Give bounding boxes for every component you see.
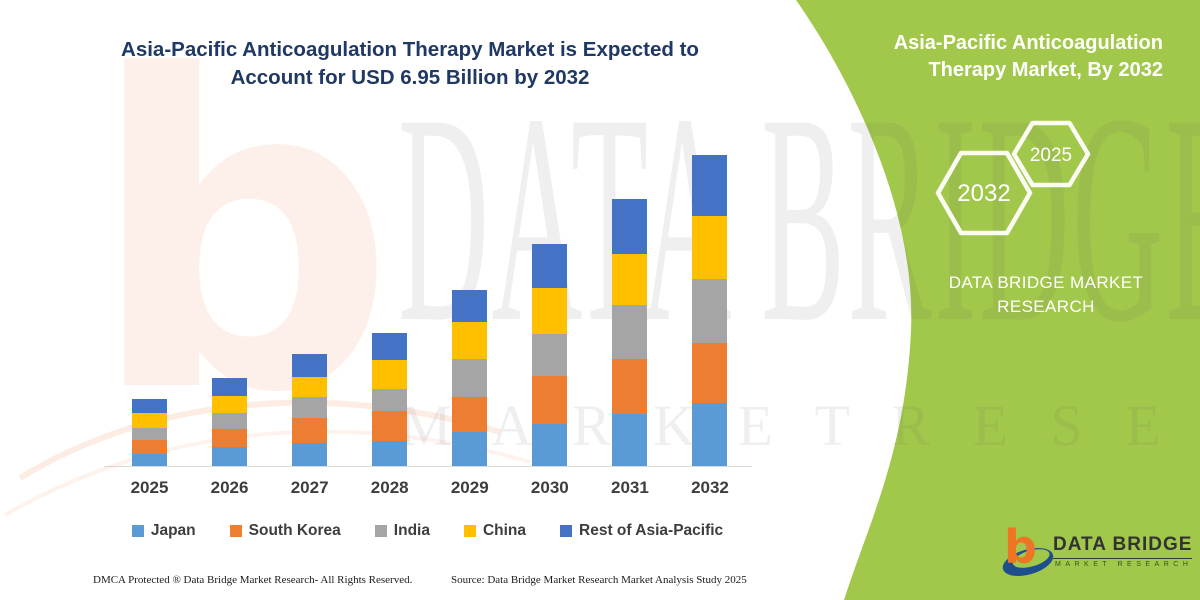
legend-swatch-icon-rest-of-asia-pacific [560,525,573,537]
bar-segment-south-korea-2025 [132,440,167,454]
bar-segment-japan-2031 [612,414,648,466]
hexagon-2032-icon [935,150,1033,236]
legend-item-china: China [463,522,527,540]
hexagon-badges: 2032 2025 [935,120,1091,236]
side-panel-title: Asia-Pacific Anticoagulation Therapy Mar… [843,30,1163,84]
databridge-logo: b DATA BRIDGE MARKET RESEARCH [998,520,1193,582]
bar-segment-south-korea-2026 [212,429,248,447]
bar-segment-south-korea-2029 [452,397,488,432]
bar-segment-south-korea-2027 [292,418,328,443]
side-panel-brand-line2: RESEARCH [997,297,1095,316]
bar-segment-china-2027 [292,377,328,397]
logo-brand-text: DATA BRIDGE [1053,534,1193,559]
bar-segment-rest-of-asia-pacific-2031 [612,199,648,254]
bar-segment-japan-2030 [532,424,568,466]
logo-sub-text: MARKET RESEARCH [1055,561,1193,568]
legend-label-rest-of-asia-pacific: Rest of Asia-Pacific [579,522,724,539]
side-panel-brand: DATA BRIDGE MARKET RESEARCH [938,271,1154,319]
stacked-bar-2029 [452,290,488,466]
bar-segment-india-2026 [212,413,248,429]
legend: Japan South Korea India China Rest of Asia-P… [95,522,760,540]
side-panel-title-line1: Asia-Pacific Anticoagulation [893,32,1163,54]
bar-segment-china-2031 [612,254,648,305]
bar-segment-japan-2026 [212,447,248,466]
stacked-bar-2031 [612,199,648,466]
bar-segment-south-korea-2032 [692,343,728,403]
legend-item-japan: Japan [131,522,196,540]
bar-segment-rest-of-asia-pacific-2029 [452,290,488,322]
bar-segment-rest-of-asia-pacific-2026 [212,378,248,396]
databridge-logo-icon: b [1002,520,1054,576]
bar-segment-rest-of-asia-pacific-2028 [372,333,408,360]
x-axis-label-2027: 2027 [290,478,329,497]
bar-segment-china-2030 [532,288,568,334]
bar-segment-china-2028 [372,360,408,389]
footer-copyright: DMCA Protected ® Data Bridge Market Rese… [93,574,413,586]
bar-segment-japan-2032 [692,403,728,466]
stacked-bar-2027 [292,354,328,466]
bar-segment-rest-of-asia-pacific-2027 [292,354,328,377]
bar-segment-japan-2029 [452,432,488,466]
legend-item-rest-of-asia-pacific: Rest of Asia-Pacific [560,522,723,540]
stacked-bar-2030 [532,244,568,466]
hexagon-2025-icon [1011,120,1091,188]
side-panel-brand-line1: DATA BRIDGE MARKET [948,273,1144,292]
chart-title-line1: Asia-Pacific Anticoagulation Therapy Mar… [121,38,699,61]
x-axis-line [104,466,752,467]
bar-segment-japan-2025 [132,454,167,466]
legend-label-japan: Japan [150,522,196,539]
bar-segment-rest-of-asia-pacific-2030 [532,244,568,288]
chart-title: Asia-Pacific Anticoagulation Therapy Mar… [95,36,725,92]
bar-segment-india-2027 [292,397,328,418]
bar-segment-china-2029 [452,322,488,359]
x-axis-label-2031: 2031 [610,478,649,497]
hexagon-2025-label: 2025 [1030,145,1072,166]
legend-swatch-icon-india [374,525,387,537]
hexagon-2032-label: 2032 [957,180,1010,207]
legend-item-india: India [374,522,430,540]
bar-segment-india-2032 [692,279,728,343]
side-panel-title-line2: Therapy Market, By 2032 [928,59,1163,81]
bar-segment-india-2029 [452,359,488,397]
stacked-bar-2026 [212,378,248,466]
legend-label-china: China [482,522,527,539]
x-axis-label-2030: 2030 [530,478,569,497]
bar-segment-india-2028 [372,389,408,411]
stacked-bar-2028 [372,333,408,466]
bar-segment-china-2026 [212,396,248,413]
stacked-bar-2025 [132,399,167,466]
x-axis-label-2026: 2026 [210,478,249,497]
legend-label-south-korea: South Korea [248,522,341,539]
bar-segment-india-2031 [612,305,648,359]
green-panel-shape [796,0,1200,600]
bar-segment-india-2025 [132,428,167,440]
x-axis-label-2028: 2028 [370,478,409,497]
bar-segment-rest-of-asia-pacific-2032 [692,155,728,216]
x-axis-label-2032: 2032 [691,478,729,497]
bar-segment-china-2025 [132,413,167,428]
legend-swatch-icon-japan [131,525,144,537]
chart-title-line2: Account for USD 6.95 Billion by 2032 [230,66,590,89]
bar-segment-south-korea-2031 [612,359,648,414]
x-axis-label-2029: 2029 [450,478,489,497]
bar-segment-japan-2028 [372,441,408,466]
legend-swatch-icon-south-korea [229,525,242,537]
stacked-bar-2032 [692,155,728,466]
legend-label-india: India [393,522,430,539]
legend-item-south-korea: South Korea [229,522,341,540]
bar-segment-japan-2027 [292,443,328,466]
x-axis-label-2025: 2025 [130,478,169,497]
bar-segment-south-korea-2028 [372,411,408,441]
bar-segment-south-korea-2030 [532,376,568,424]
bar-segment-india-2030 [532,334,568,376]
footer-source: Source: Data Bridge Market Research Mark… [451,574,747,586]
logo-letter: b [1004,520,1037,574]
bar-segment-rest-of-asia-pacific-2025 [132,399,167,413]
legend-swatch-icon-china [463,525,476,537]
bar-segment-china-2032 [692,216,728,279]
